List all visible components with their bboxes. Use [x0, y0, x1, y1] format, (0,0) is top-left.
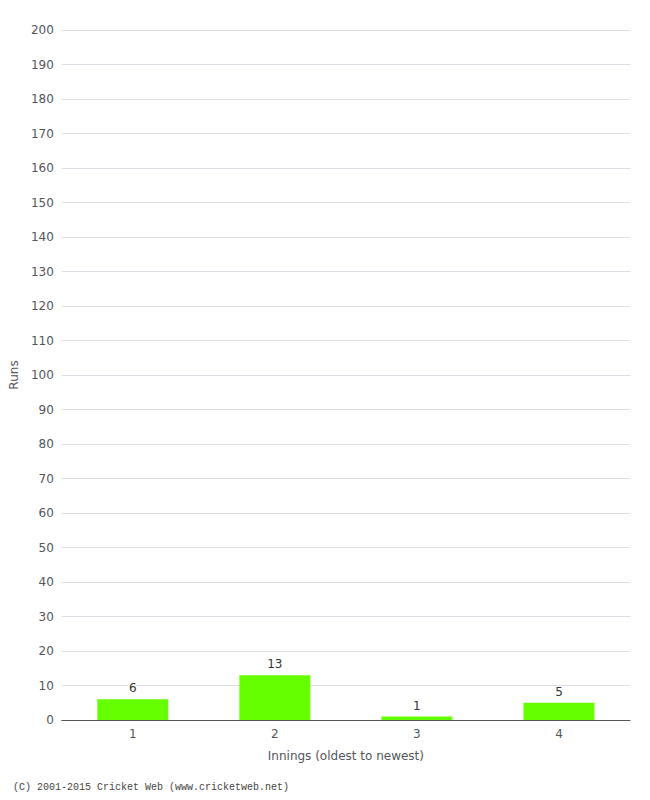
svg-text:140: 140 — [31, 230, 54, 244]
svg-text:150: 150 — [31, 196, 54, 210]
svg-text:Runs: Runs — [7, 360, 21, 389]
svg-text:200: 200 — [31, 23, 54, 37]
svg-text:(C) 2001-2015 Cricket Web (www: (C) 2001-2015 Cricket Web (www.cricketwe… — [13, 782, 289, 793]
svg-text:110: 110 — [31, 334, 54, 348]
svg-text:170: 170 — [31, 127, 54, 141]
svg-text:4: 4 — [555, 727, 563, 741]
svg-text:90: 90 — [39, 403, 54, 417]
svg-text:0: 0 — [46, 713, 54, 727]
svg-text:120: 120 — [31, 299, 54, 313]
svg-text:2: 2 — [271, 727, 279, 741]
svg-text:70: 70 — [39, 472, 54, 486]
svg-text:10: 10 — [39, 679, 54, 693]
svg-text:1: 1 — [413, 699, 421, 713]
svg-text:130: 130 — [31, 265, 54, 279]
svg-text:180: 180 — [31, 92, 54, 106]
svg-text:30: 30 — [39, 610, 54, 624]
svg-text:5: 5 — [555, 685, 563, 699]
svg-text:100: 100 — [31, 368, 54, 382]
svg-text:190: 190 — [31, 58, 54, 72]
svg-text:3: 3 — [413, 727, 421, 741]
svg-text:60: 60 — [39, 506, 54, 520]
svg-text:50: 50 — [39, 541, 54, 555]
svg-text:20: 20 — [39, 644, 54, 658]
svg-text:13: 13 — [267, 657, 282, 671]
svg-text:Innings (oldest to newest): Innings (oldest to newest) — [268, 749, 424, 763]
svg-text:160: 160 — [31, 161, 54, 175]
svg-text:6: 6 — [129, 681, 137, 695]
svg-text:1: 1 — [129, 727, 137, 741]
svg-text:80: 80 — [39, 437, 54, 451]
svg-text:40: 40 — [39, 575, 54, 589]
